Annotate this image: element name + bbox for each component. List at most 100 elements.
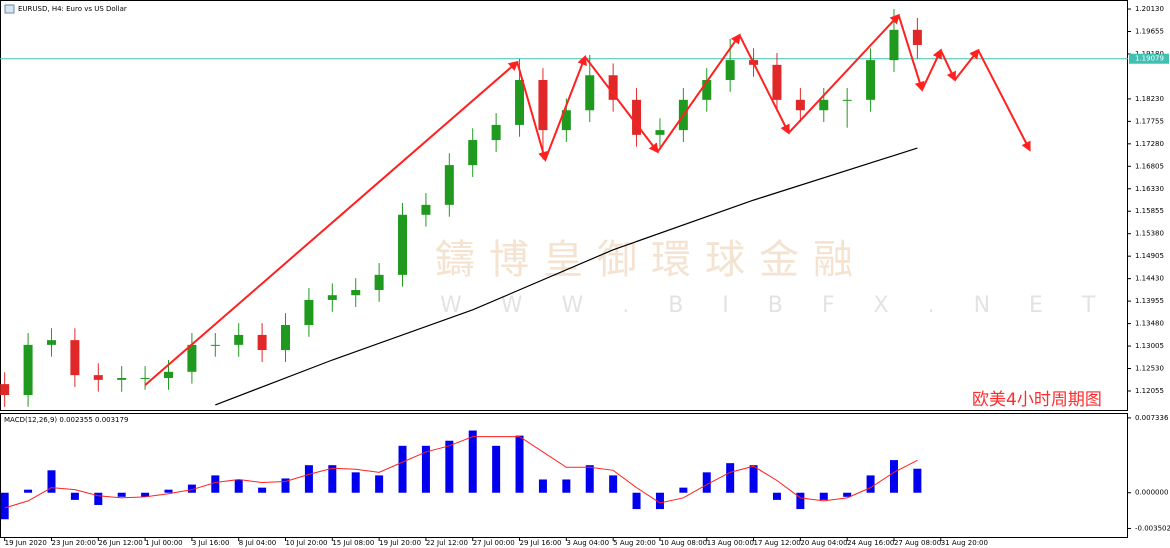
candle-body [257, 334, 267, 351]
candle-body [725, 60, 735, 80]
macd-bar [94, 492, 103, 505]
macd-bar [632, 492, 641, 510]
x-tick-label: 19 Jul 20:00 [379, 539, 421, 547]
y-tick-label: 1.13480 [1135, 320, 1164, 328]
macd-bar [702, 472, 711, 493]
macd-bar [234, 479, 243, 493]
macd-bar [141, 492, 150, 497]
candle-body [23, 344, 33, 396]
zigzag-arrow [544, 54, 587, 161]
x-tick-label: 23 Jun 20:00 [51, 539, 95, 547]
candle-body [234, 334, 244, 345]
candle-body [585, 75, 595, 111]
y-tick-label: 1.16330 [1135, 185, 1164, 193]
y-tick-label: 1.17755 [1135, 117, 1164, 125]
x-tick-label: 10 Jul 20:00 [286, 539, 328, 547]
candle-body [866, 60, 876, 100]
x-tick-label: 10 Aug 08:00 [660, 539, 707, 547]
x-tick-label: 20 Aug 04:00 [800, 539, 847, 547]
macd-bar [913, 468, 922, 493]
y-tick-label: 1.16805 [1135, 162, 1164, 170]
x-tick-label: 13 Aug 00:00 [707, 539, 754, 547]
macd-bar [538, 479, 547, 493]
macd-bar [304, 465, 313, 493]
candle-body [117, 377, 127, 380]
macd-bar [679, 487, 688, 493]
macd-title: MACD(12,26,9) 0.002355 0.003179 [4, 416, 128, 424]
candle-body [655, 130, 665, 135]
macd-bar [117, 492, 126, 497]
x-tick-label: 3 Jul 16:00 [192, 539, 230, 547]
signal-line [4, 436, 918, 509]
macd-bar [398, 445, 407, 493]
y-tick-label: 1.19655 [1135, 27, 1164, 35]
candle-body [351, 289, 361, 296]
candle-body [889, 29, 899, 61]
price-panel-frame [0, 0, 1128, 411]
candle-body [0, 384, 10, 396]
candle-body [515, 79, 525, 125]
candle-body [795, 99, 805, 111]
macd-bar [211, 475, 220, 493]
y-tick-label: 0.007336 [1135, 414, 1169, 422]
candle-body [491, 124, 501, 141]
zigzag-arrow [921, 48, 942, 91]
macd-bar [351, 472, 360, 493]
macd-bar [445, 440, 454, 493]
candle-body [538, 79, 548, 131]
macd-bar [492, 445, 501, 493]
y-tick-label: 1.15855 [1135, 207, 1164, 215]
candle-body [374, 274, 384, 290]
macd-bar [889, 460, 898, 493]
candle-body [444, 165, 454, 205]
zigzag-arrow [954, 48, 980, 81]
macd-bar [70, 492, 79, 500]
macd-bar [843, 492, 852, 497]
candle-body [327, 295, 337, 300]
zigzag-arrow [516, 61, 548, 162]
y-tick-label: 1.15380 [1135, 230, 1164, 238]
zigzag-arrow [656, 33, 741, 153]
macd-bar [655, 492, 664, 510]
candle-body [468, 140, 478, 166]
x-tick-label: 27 Aug 08:00 [894, 539, 941, 547]
x-tick-label: 8 Jul 04:00 [239, 539, 277, 547]
candle-body [912, 29, 922, 45]
current-price-label: 1.19079 [1135, 55, 1164, 63]
candle-body [772, 64, 782, 100]
macd-bar [258, 487, 267, 493]
x-tick-label: 17 Aug 12:00 [754, 539, 801, 547]
macd-bar [726, 463, 735, 493]
zigzag-arrow [939, 49, 956, 82]
macd-bar [24, 489, 33, 493]
macd-bar [0, 492, 9, 520]
zigzag-arrow [584, 56, 659, 154]
y-tick-label: -0.003502 [1135, 524, 1170, 532]
y-tick-label: 1.13955 [1135, 297, 1164, 305]
macd-bar [281, 478, 290, 493]
y-tick-label: 1.13005 [1135, 342, 1164, 350]
x-tick-label: 22 Jul 12:00 [426, 539, 468, 547]
chart-title: EURUSD, H4: Euro vs US Dollar [18, 5, 127, 13]
candle-body [187, 344, 197, 372]
macd-bar [47, 470, 56, 493]
macd-bar [468, 430, 477, 493]
zigzag-arrow [897, 14, 925, 92]
macd-bar [796, 492, 805, 510]
zigzag-arrow [977, 49, 1031, 152]
moving-average [215, 147, 918, 406]
x-tick-label: 31 Aug 20:00 [941, 539, 988, 547]
annotation: 欧美4小时周期图 [972, 390, 1102, 410]
candle-body [281, 324, 291, 351]
macd-bar [164, 489, 173, 493]
x-tick-label: 3 Aug 04:00 [566, 539, 609, 547]
y-tick-label: 1.20130 [1135, 5, 1164, 13]
macd-bar [515, 435, 524, 493]
macd-bar [609, 475, 618, 493]
zigzag-arrow [787, 13, 901, 134]
y-tick-label: 0.000000 [1135, 489, 1168, 497]
candle-body [398, 214, 408, 275]
candle-body [93, 375, 103, 380]
x-tick-label: 27 Jul 00:00 [473, 539, 515, 547]
